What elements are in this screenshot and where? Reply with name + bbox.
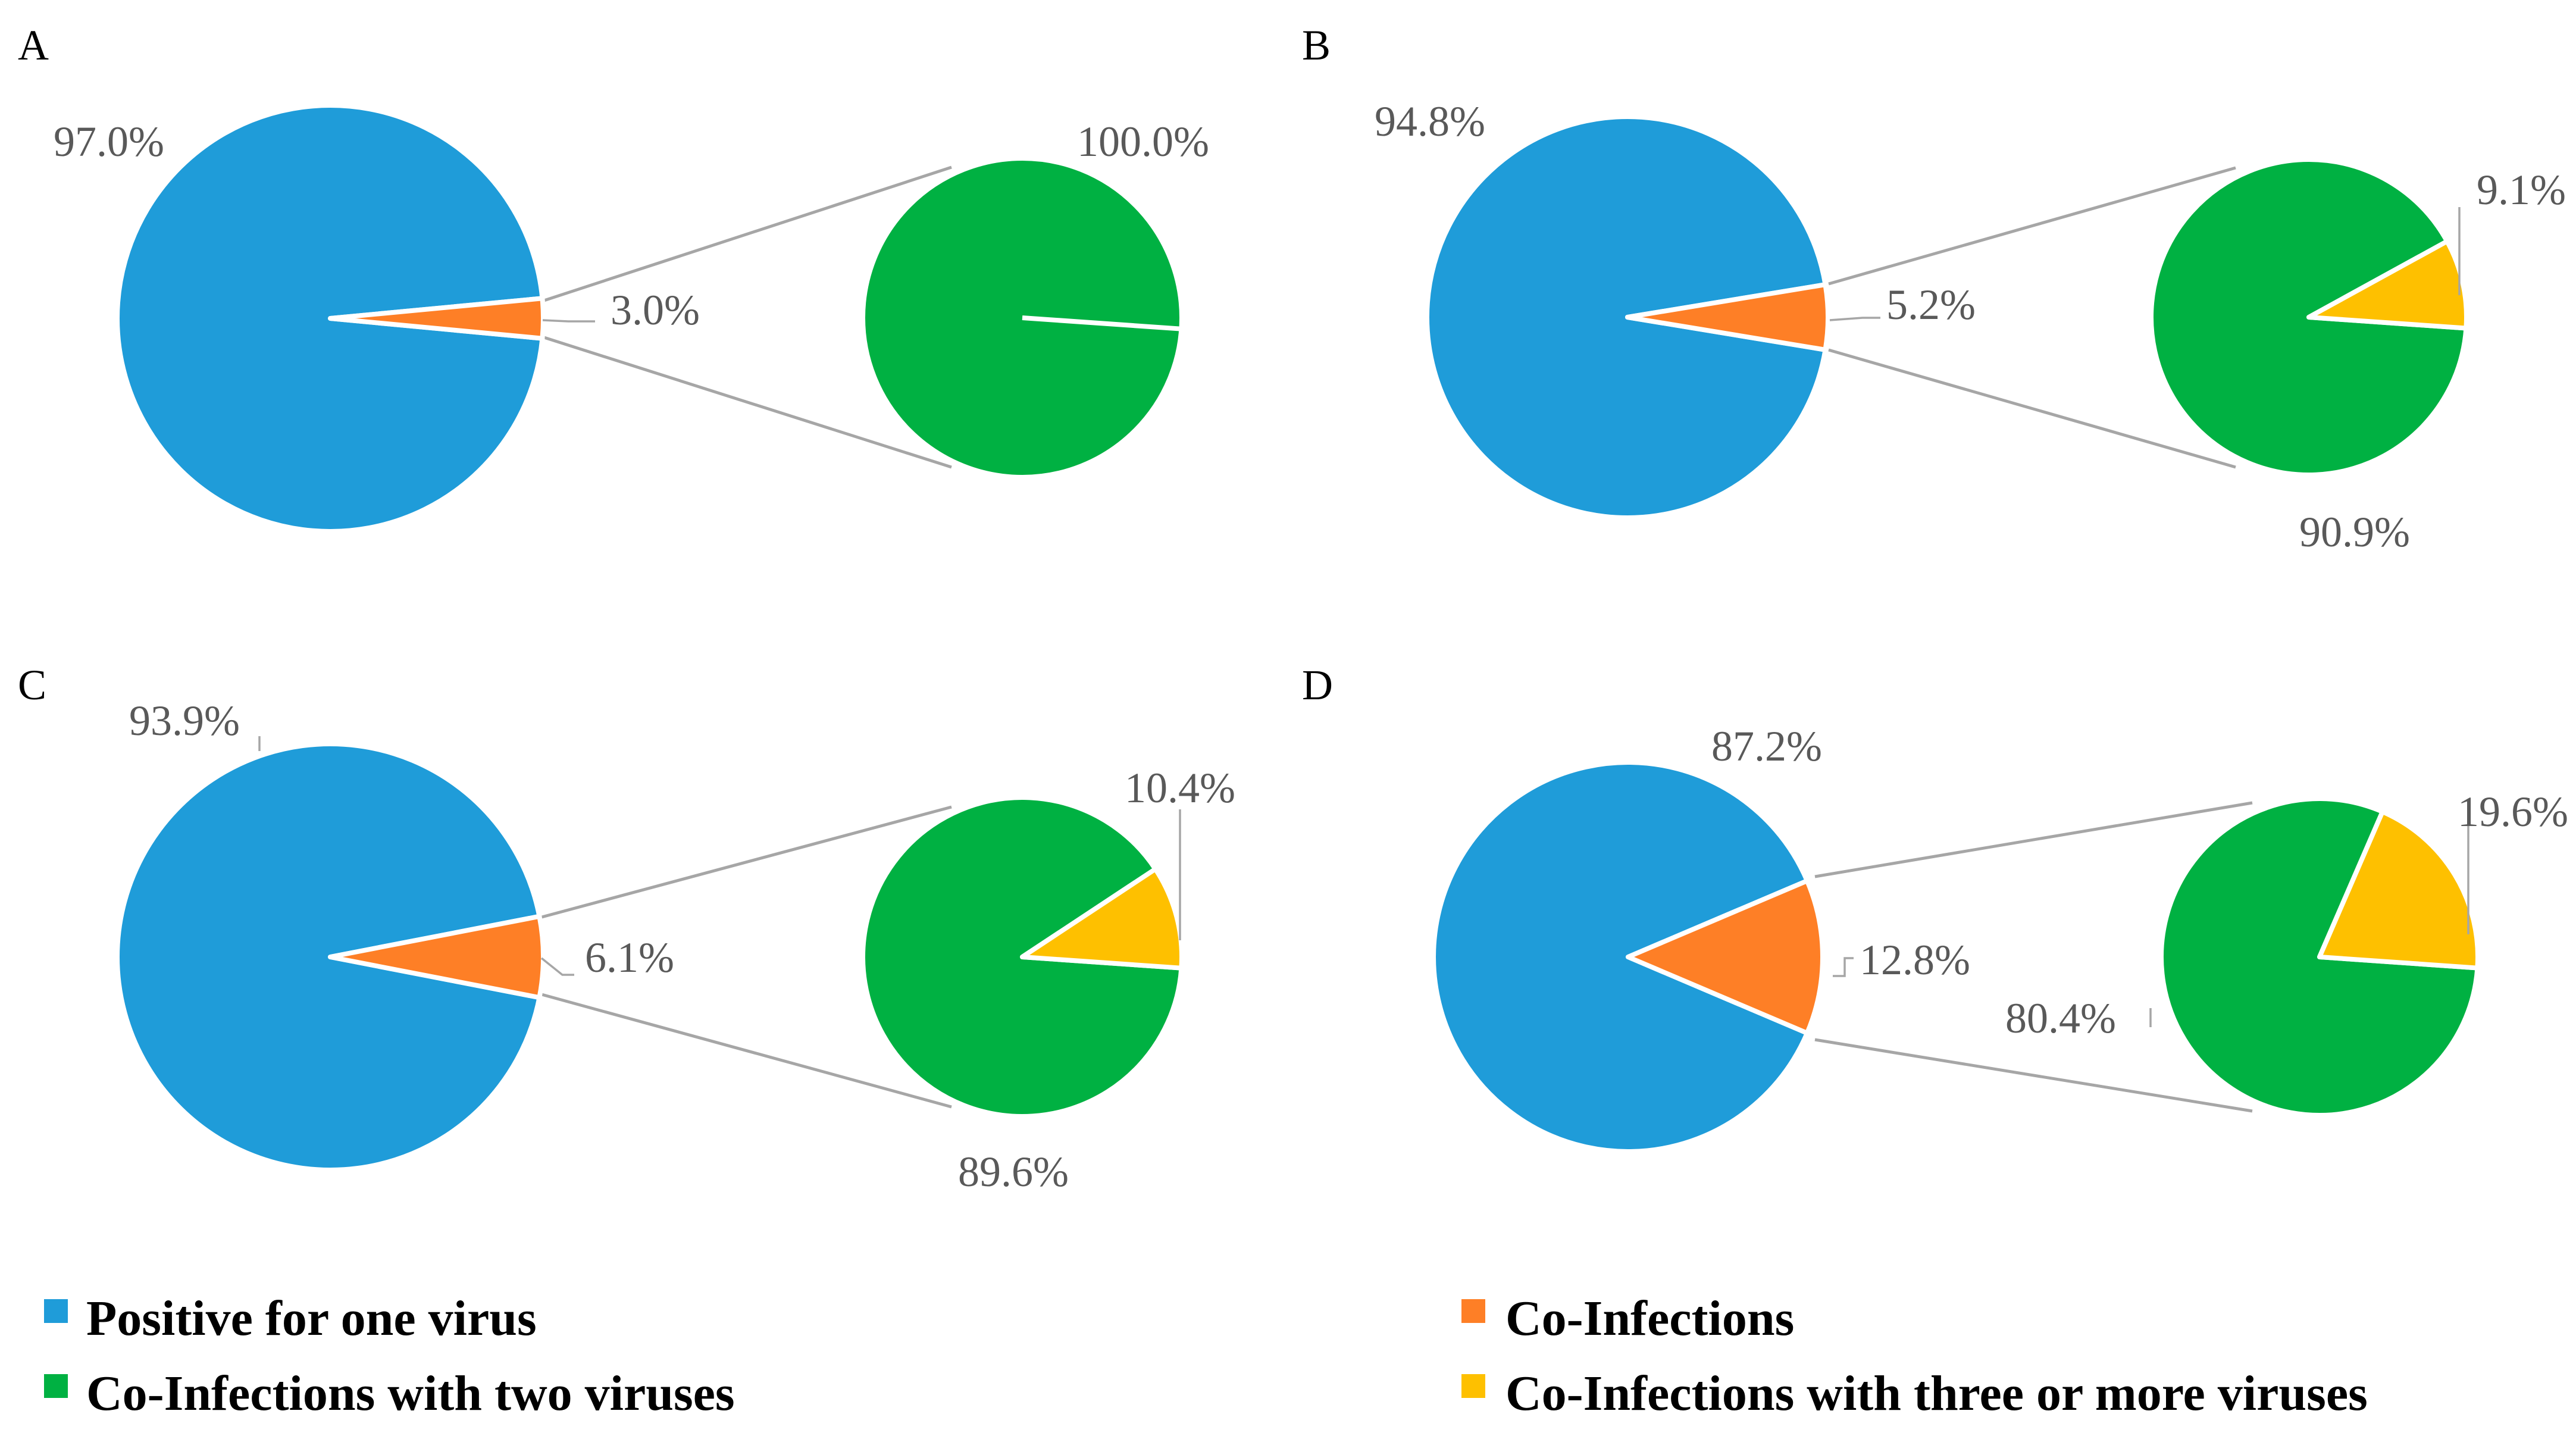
- panel-d: D 87.2% 12.8% 80.4% 19.6%: [1302, 661, 2568, 1154]
- panel-c-connector-bottom: [537, 991, 952, 1109]
- legend-item-two-viruses: Co-Infections with two viruses: [44, 1366, 735, 1421]
- panel-d-slice-one-virus: [1431, 760, 1810, 1154]
- panel-a-label-co-infections: 3.0%: [611, 286, 700, 334]
- panel-b-label-co-infections: 5.2%: [1886, 281, 1976, 329]
- panel-d-slice-co-infections: [1626, 878, 1826, 1036]
- panel-b-main-pie: [1424, 114, 1830, 520]
- panel-a-connector-top: [540, 165, 952, 304]
- panel-b-leader-co-infections: [1829, 317, 1880, 321]
- panel-b-label-two-viruses: 90.9%: [2299, 508, 2410, 556]
- panel-a-slice-co-infections: [328, 296, 546, 341]
- panel-d-leader-co-infections: [1833, 957, 1854, 977]
- panel-d-label-one-virus: 87.2%: [1711, 722, 1822, 770]
- panel-c-slice-co-infections: [328, 914, 546, 1000]
- panel-letter-d: D: [1302, 661, 1333, 709]
- legend-item-three-plus: Co-Infections with three or more viruses: [1461, 1366, 2368, 1421]
- panel-c-label-one-virus: 93.9%: [129, 697, 240, 744]
- panel-c-main-pie: [115, 742, 546, 1172]
- panel-d-slice-three-plus: [2317, 809, 2480, 971]
- panel-b-label-three-plus: 9.1%: [2477, 166, 2566, 214]
- panel-d-connector-bottom: [1814, 1038, 2253, 1113]
- panel-a: A 97.0% 3.0% 100.0%: [18, 21, 1209, 534]
- panel-letter-c: C: [18, 661, 46, 709]
- panel-a-label-one-virus: 97.0%: [54, 118, 164, 165]
- legend-swatch-co-infections: [1461, 1299, 1485, 1323]
- panel-a-leader-co-infections: [542, 319, 595, 323]
- panel-a-connectors: [540, 165, 952, 469]
- panel-c-leader-co-infections: [540, 957, 574, 976]
- panel-c-label-co-infections: 6.1%: [585, 934, 674, 981]
- legend-label-three-plus: Co-Infections with three or more viruses: [1505, 1366, 2368, 1421]
- panel-letter-b: B: [1302, 21, 1331, 69]
- panel-d-label-co-infections: 12.8%: [1860, 936, 1970, 984]
- panel-d-main-pie: [1431, 760, 1826, 1154]
- panel-d-label-two-viruses: 80.4%: [2005, 994, 2116, 1042]
- legend-label-two-viruses: Co-Infections with two viruses: [86, 1366, 735, 1421]
- panel-b-slice-three-plus: [2306, 239, 2469, 331]
- panel-a-secondary-pie: [860, 156, 1184, 480]
- panel-b-connector-bottom: [1828, 348, 2236, 469]
- legend: Positive for one virus Co-Infections Co-…: [44, 1291, 2368, 1421]
- panel-a-label-two-viruses: 100.0%: [1077, 118, 1209, 165]
- legend-label-co-infections: Co-Infections: [1505, 1291, 1794, 1346]
- panel-letter-a: A: [18, 21, 49, 69]
- panel-c: C 93.9% 6.1% 10.4% 89.6%: [18, 661, 1235, 1196]
- panel-b-secondary-pie: [2149, 157, 2469, 477]
- legend-swatch-two-viruses: [44, 1374, 68, 1398]
- panel-a-main-pie: [115, 103, 546, 534]
- panel-b-slice-co-infections: [1625, 282, 1830, 352]
- panel-b-connector-top: [1828, 166, 2236, 286]
- legend-label-one-virus: Positive for one virus: [86, 1291, 537, 1346]
- panel-b-label-one-virus: 94.8%: [1375, 98, 1485, 145]
- panel-d-label-three-plus: 19.6%: [2458, 788, 2568, 836]
- legend-swatch-one-virus: [44, 1299, 68, 1323]
- panel-c-label-two-viruses: 89.6%: [958, 1148, 1069, 1196]
- panel-b: B 94.8% 5.2% 9.1% 90.9%: [1302, 21, 2566, 556]
- panel-c-connector-top: [537, 805, 952, 920]
- panel-c-label-three-plus: 10.4%: [1125, 764, 1235, 812]
- legend-swatch-three-plus: [1461, 1374, 1485, 1398]
- panel-c-slice-three-plus: [1020, 866, 1184, 971]
- panel-d-connector-top: [1814, 801, 2253, 878]
- panel-c-connectors: [537, 805, 952, 1109]
- panel-c-secondary-pie: [860, 795, 1184, 1119]
- legend-item-co-infections: Co-Infections: [1461, 1291, 1794, 1346]
- panel-b-connectors: [1828, 166, 2236, 469]
- panel-a-connector-bottom: [540, 334, 952, 469]
- panel-d-connectors: [1814, 801, 2253, 1113]
- panel-a-slice-three-plus: [1022, 315, 1182, 331]
- legend-item-one-virus: Positive for one virus: [44, 1291, 537, 1346]
- panel-d-secondary-pie: [2159, 796, 2480, 1118]
